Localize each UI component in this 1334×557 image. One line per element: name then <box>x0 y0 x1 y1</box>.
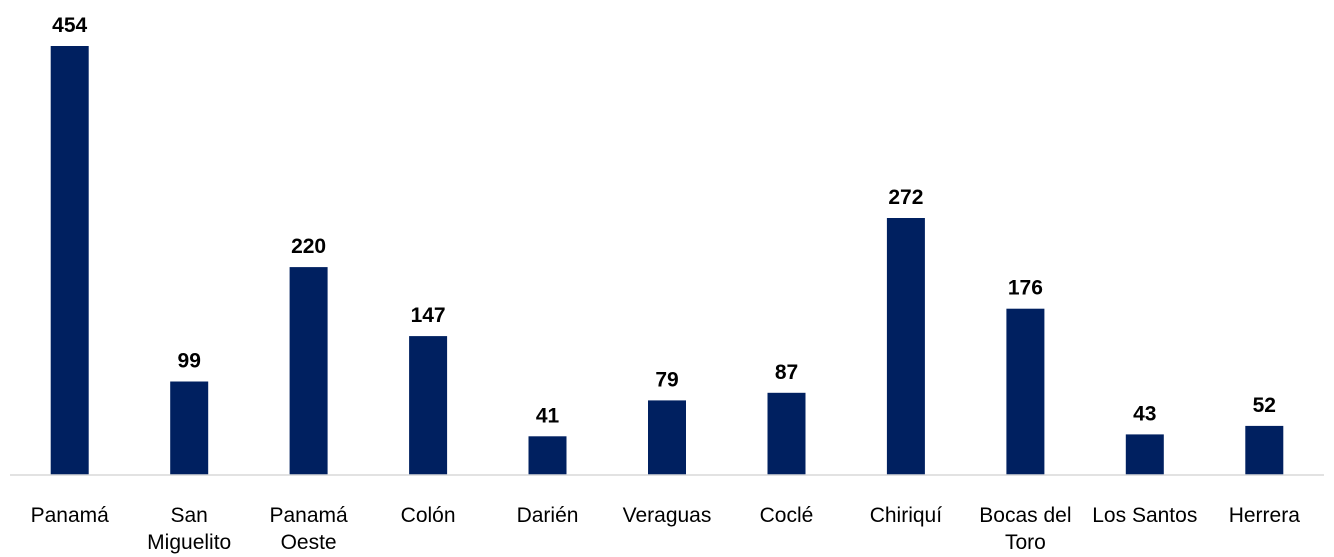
bar-value-label: 99 <box>178 350 201 373</box>
bar <box>1006 308 1045 475</box>
bar-value-label: 176 <box>1008 277 1043 300</box>
x-tick-label-line: Bocas del <box>979 504 1071 527</box>
x-tick-label-line: Miguelito <box>147 531 231 554</box>
value-labels-group: 454 99 220 147 41 79 87 272 176 43 52 <box>52 14 1276 427</box>
bar <box>1245 425 1284 475</box>
x-tick-label: Chiriquí <box>870 504 943 527</box>
bar-value-label: 272 <box>888 186 923 209</box>
x-tick-label: Veraguas <box>623 504 712 527</box>
x-tick-label-line: Toro <box>1005 531 1046 554</box>
bars-group <box>50 46 1284 475</box>
x-tick-label-line: Veraguas <box>623 504 712 527</box>
bar <box>1125 434 1164 475</box>
bar-value-label: 41 <box>536 404 560 427</box>
bar <box>50 46 89 475</box>
x-tick-label: Herrera <box>1229 504 1301 527</box>
bar <box>289 267 328 475</box>
x-tick-labels-group: Panamá San Miguelito Panamá Oeste Colón Darién… <box>31 504 1301 554</box>
x-tick-label-line: Oeste <box>281 531 337 554</box>
x-tick-label: Colón <box>401 504 456 527</box>
x-tick-label: Panamá <box>31 504 110 527</box>
bar-value-label: 220 <box>291 235 326 258</box>
bar <box>886 218 925 475</box>
x-tick-label-line: Herrera <box>1229 504 1301 527</box>
x-tick-label: San Miguelito <box>147 504 231 554</box>
bar-value-label: 52 <box>1253 394 1276 417</box>
x-tick-label-line: Chiriquí <box>870 504 943 527</box>
x-tick-label-line: Panamá <box>269 504 348 527</box>
bar-value-label: 454 <box>52 14 87 37</box>
bar <box>528 436 567 475</box>
x-tick-label: Bocas del Toro <box>979 504 1071 554</box>
x-tick-label-line: Colón <box>401 504 456 527</box>
bar <box>170 381 209 475</box>
bar-value-label: 79 <box>655 368 678 391</box>
bar <box>767 392 806 475</box>
bar-value-label: 147 <box>411 304 446 327</box>
x-tick-label-line: Los Santos <box>1092 504 1197 527</box>
x-tick-label-line: Darién <box>517 504 579 527</box>
x-tick-label-line: Coclé <box>760 504 814 527</box>
x-tick-label: Darién <box>517 504 579 527</box>
x-tick-label-line: Panamá <box>31 504 110 527</box>
bar <box>648 400 686 475</box>
bar <box>409 336 448 475</box>
x-tick-label: Coclé <box>760 504 814 527</box>
bar-value-label: 43 <box>1133 402 1156 425</box>
x-tick-label: Panamá Oeste <box>269 504 348 554</box>
bar-value-label: 87 <box>775 361 798 384</box>
x-tick-label-line: San <box>171 504 208 527</box>
x-tick-label: Los Santos <box>1092 504 1197 527</box>
